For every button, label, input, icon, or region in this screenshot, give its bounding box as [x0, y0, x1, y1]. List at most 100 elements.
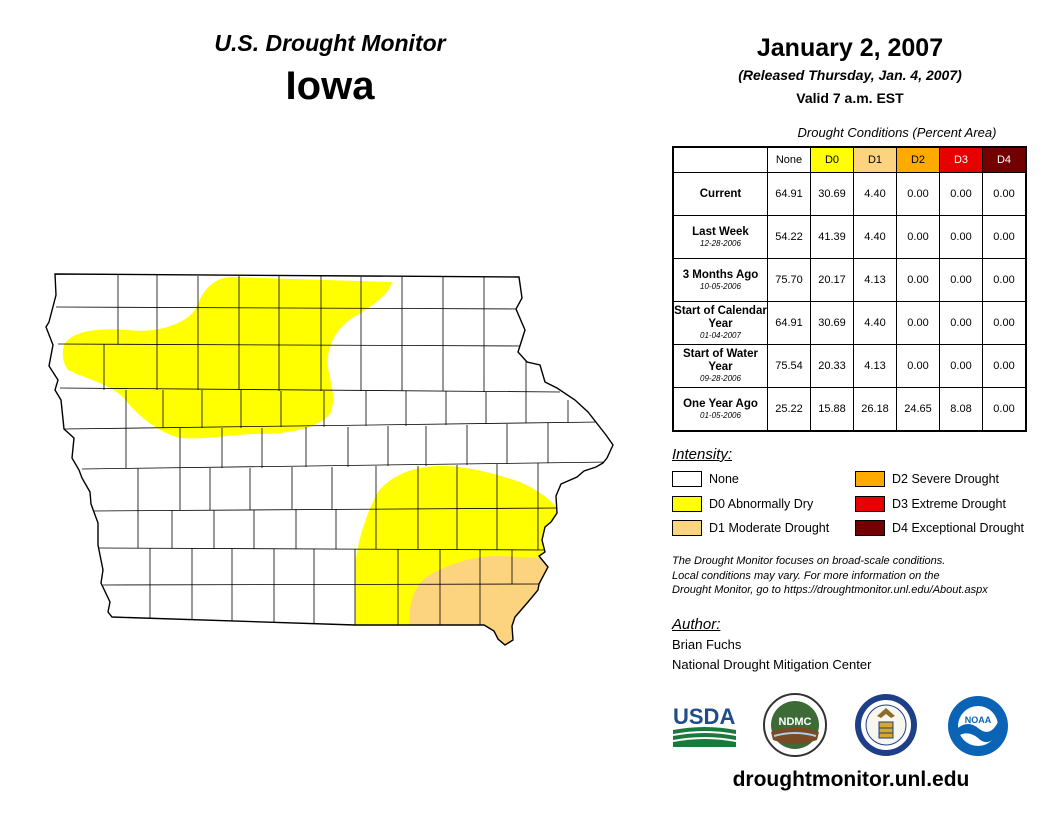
ndmc-logo: NDMC — [763, 693, 827, 757]
usda-logo: USDA — [673, 704, 736, 747]
drought-conditions-table: None D0 D1 D2 D3 D4 Current 64.91 30.69 … — [672, 146, 1027, 432]
iowa-drought-map — [45, 273, 614, 646]
usda-logo-text: USDA — [673, 704, 735, 729]
row-label-text: Start of Water Year — [683, 348, 758, 373]
row-label: Start of Water Year 09-28-2006 — [672, 344, 768, 388]
legend-swatch — [855, 496, 885, 512]
row-label-text: Last Week — [692, 225, 749, 238]
author-name: Brian Fuchs — [672, 637, 742, 652]
table-cell: 4.40 — [853, 215, 897, 259]
row-label-text: Current — [699, 187, 742, 200]
state-title: Iowa — [285, 64, 375, 108]
map-subtitle: U.S. Drought Monitor — [214, 30, 446, 56]
row-date: 01-04-2007 — [700, 331, 741, 340]
col-header-none: None — [767, 146, 811, 173]
table-cell: 4.40 — [853, 301, 897, 345]
legend-label: D0 Abnormally Dry — [709, 497, 814, 511]
table-cell: 64.91 — [767, 301, 811, 345]
table-cell: 30.69 — [810, 172, 854, 216]
col-header-d0: D0 — [810, 146, 854, 173]
table-cell: 0.00 — [939, 172, 983, 216]
row-label: Last Week 12-28-2006 — [672, 215, 768, 259]
table-cell: 0.00 — [982, 301, 1027, 345]
table-cell: 24.65 — [896, 387, 940, 432]
row-label: 3 Months Ago 10-05-2006 — [672, 258, 768, 302]
legend-swatch — [855, 520, 885, 536]
table-cell: 25.22 — [767, 387, 811, 432]
legend-title: Intensity: — [672, 446, 733, 463]
table-row: Current 64.91 30.69 4.40 0.00 0.00 0.00 — [672, 172, 1027, 216]
col-header-d2: D2 — [896, 146, 940, 173]
legend-label: D1 Moderate Drought — [709, 521, 830, 535]
table-cell: 0.00 — [939, 344, 983, 388]
valid-time: Valid 7 a.m. EST — [796, 90, 904, 106]
table-cell: 0.00 — [982, 215, 1027, 259]
table-cell: 0.00 — [982, 258, 1027, 302]
row-label-text: 3 Months Ago — [682, 268, 759, 281]
table-row: Start of Calendar Year 01-04-2007 64.91 3… — [672, 301, 1027, 345]
row-date: 01-05-2006 — [700, 410, 741, 420]
table-cell: 4.40 — [853, 172, 897, 216]
table-cell: 30.69 — [810, 301, 854, 345]
table-cell: 54.22 — [767, 215, 811, 259]
legend-label: D4 Exceptional Drought — [892, 521, 1025, 535]
table-cell: 0.00 — [982, 387, 1027, 432]
table-cell: 20.17 — [810, 258, 854, 302]
table-cell: 64.91 — [767, 172, 811, 216]
note-line: The Drought Monitor focuses on broad-sca… — [672, 555, 946, 567]
legend-swatch — [672, 520, 702, 536]
row-label-text: Start of Calendar Year — [674, 305, 767, 330]
col-header-d1: D1 — [853, 146, 897, 173]
website-url[interactable]: droughtmonitor.unl.edu — [732, 768, 970, 791]
legend-swatch — [672, 496, 702, 512]
table-header-row: None D0 D1 D2 D3 D4 — [673, 146, 1027, 173]
table-cell: 15.88 — [810, 387, 854, 432]
col-header-d4: D4 — [982, 146, 1027, 173]
row-date: 10-05-2006 — [700, 281, 741, 291]
header-blank-cell — [673, 147, 768, 173]
author-organization: National Drought Mitigation Center — [672, 657, 872, 672]
table-cell: 0.00 — [939, 215, 983, 259]
d1-southeast-region — [409, 556, 548, 645]
iowa-outline — [45, 273, 614, 646]
row-label-text: One Year Ago — [683, 397, 758, 410]
table-cell: 0.00 — [896, 301, 940, 345]
col-header-d3: D3 — [939, 146, 983, 173]
note-line: Drought Monitor, go to https://droughtmo… — [672, 584, 988, 596]
table-cell: 0.00 — [896, 258, 940, 302]
table-cell: 4.13 — [853, 344, 897, 388]
table-row: Last Week 12-28-2006 54.22 41.39 4.40 0.0… — [672, 215, 1027, 259]
legend-label: D3 Extreme Drought — [892, 497, 1006, 511]
table-cell: 0.00 — [939, 301, 983, 345]
table-row: One Year Ago 01-05-2006 25.22 15.88 26.18… — [672, 387, 1027, 432]
table-row: Start of Water Year 09-28-2006 75.54 20.3… — [672, 344, 1027, 388]
d0-north-region — [62, 277, 393, 439]
note-line: Local conditions may vary. For more info… — [672, 569, 940, 582]
table-title: Drought Conditions (Percent Area) — [797, 125, 997, 140]
legend-label: D2 Severe Drought — [892, 472, 1000, 486]
table-cell: 26.18 — [853, 387, 897, 432]
row-date: 12-28-2006 — [700, 238, 741, 248]
noaa-logo: NOAA — [948, 696, 1008, 756]
table-cell: 0.00 — [939, 258, 983, 302]
table-cell: 0.00 — [982, 172, 1027, 216]
row-label: Current — [672, 172, 768, 216]
row-date: 09-28-2006 — [700, 374, 741, 383]
table-cell: 41.39 — [810, 215, 854, 259]
table-cell: 0.00 — [896, 344, 940, 388]
table-cell: 75.70 — [767, 258, 811, 302]
table-cell: 75.54 — [767, 344, 811, 388]
table-cell: 4.13 — [853, 258, 897, 302]
row-label: Start of Calendar Year 01-04-2007 — [672, 301, 768, 345]
legend-label: None — [709, 472, 739, 486]
county-lines — [55, 275, 611, 625]
table-cell: 0.00 — [982, 344, 1027, 388]
legend-swatch — [672, 471, 702, 487]
row-label: One Year Ago 01-05-2006 — [672, 387, 768, 432]
release-date: (Released Thursday, Jan. 4, 2007) — [738, 67, 962, 83]
legend-swatch — [855, 471, 885, 487]
ndmc-logo-text: NDMC — [779, 716, 812, 728]
table-cell: 0.00 — [896, 172, 940, 216]
noaa-logo-text: NOAA — [965, 715, 992, 725]
table-cell: 8.08 — [939, 387, 983, 432]
